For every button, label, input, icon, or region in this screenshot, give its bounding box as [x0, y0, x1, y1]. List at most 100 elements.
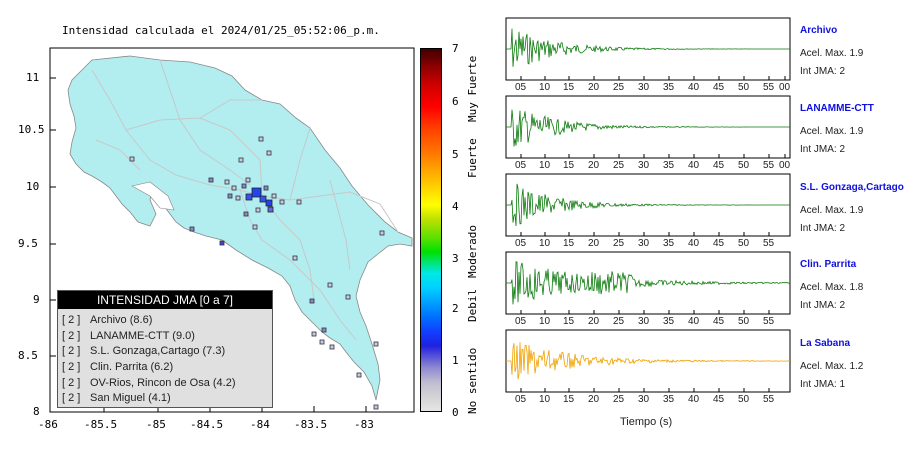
- waveform-tick-label: 35: [663, 82, 675, 93]
- legend-item: [ 2 ] LANAMME-CTT (9.0): [62, 329, 195, 342]
- x-tick: -83: [354, 418, 374, 431]
- station-int: Int JMA: 2: [800, 223, 846, 234]
- map-ticks: [49, 77, 367, 413]
- waveform-tick-label: 40: [688, 316, 700, 327]
- waveform-tick-label: 50: [738, 238, 750, 249]
- waveform-tick-label: 35: [663, 394, 675, 405]
- waveform-trace: [506, 261, 790, 305]
- y-tick: 9.5: [18, 237, 38, 250]
- high-intensity-markers: [245, 187, 274, 213]
- waveform-tick-label: 05: [515, 82, 527, 93]
- waveform-trace: [506, 109, 790, 147]
- station-name: S.L. Gonzaga,Cartago: [800, 182, 904, 193]
- colorbar-number: 7: [452, 42, 459, 55]
- legend-item: [ 2 ] Archivo (8.6): [62, 314, 153, 326]
- legend-item: [ 2 ] San Miguel (4.1): [62, 392, 171, 405]
- waveform-tick-label: 15: [563, 394, 575, 405]
- waveform-tick-label: 25: [613, 394, 625, 405]
- colorbar-number: 2: [452, 302, 459, 315]
- time-axis-label: Tiempo (s): [620, 416, 673, 428]
- waveform-tick-label: 45: [713, 160, 725, 171]
- waveform-tick-label: 15: [563, 238, 575, 249]
- colorbar-number: 6: [452, 95, 459, 108]
- station-acel: Acel. Max. 1.9: [800, 205, 864, 216]
- legend-item: [ 2 ] S.L. Gonzaga,Cartago (7.3): [62, 345, 226, 358]
- waveform-tick-label: 10: [539, 238, 551, 249]
- waveform-tick-label: 00: [779, 82, 791, 93]
- waveform-tick-label: 05: [515, 394, 527, 405]
- y-tick: 10.5: [18, 123, 45, 136]
- waveform-tick-label: 50: [738, 316, 750, 327]
- waveform-tick-label: 25: [613, 82, 625, 93]
- waveform-trace: [506, 342, 791, 380]
- legend-item: [ 2 ] Clin. Parrita (6.2): [62, 361, 174, 374]
- waveform-tick-label: 10: [539, 82, 551, 93]
- waveform-trace: [506, 28, 790, 67]
- colorbar-number: 5: [452, 148, 459, 161]
- legend-item: [ 2 ] OV-Rios, Rincon de Osa (4.2): [62, 376, 236, 389]
- waveform-tick-label: 45: [713, 238, 725, 249]
- waveform-tick-label: 10: [539, 316, 551, 327]
- x-tick: -86: [38, 418, 58, 431]
- waveform-tick-label: 40: [688, 238, 700, 249]
- x-tick: -84: [250, 418, 270, 431]
- waveform-tick-label: 45: [713, 394, 725, 405]
- intensity-legend: INTENSIDAD JMA [0 a 7] [ 2 ] Archivo (8.6…: [57, 290, 273, 408]
- map-title: Intensidad calculada el 2024/01/25_05:52…: [62, 24, 380, 37]
- waveform-tick-label: 10: [539, 394, 551, 405]
- station-name: La Sabana: [800, 338, 851, 349]
- waveform-tick-label: 05: [515, 316, 527, 327]
- station-int: Int JMA: 1: [800, 379, 846, 390]
- station-markers: [129, 136, 385, 410]
- costa-rica-landmass: [67, 55, 413, 401]
- colorbar-number: 0: [452, 406, 459, 419]
- station-name: LANAMME-CTT: [800, 103, 874, 114]
- y-tick: 8: [33, 405, 40, 418]
- waveform-tick-label: 35: [663, 160, 675, 171]
- waveform-tick-label: 55: [763, 238, 775, 249]
- x-tick: -83.5: [294, 418, 328, 431]
- waveform-tick-label: 20: [588, 160, 600, 171]
- station-name: Archivo: [800, 25, 838, 36]
- waveform-tick-label: 20: [588, 238, 600, 249]
- waveform-tick-label: 55: [763, 82, 775, 93]
- waveform-tick-label: 30: [638, 238, 650, 249]
- waveform-tick-label: 50: [738, 394, 750, 405]
- waveform-tick-label: 20: [588, 394, 600, 405]
- waveform-tick-label: 55: [763, 160, 775, 171]
- waveform-tick-label: 25: [613, 160, 625, 171]
- waveform-tick-label: 45: [713, 316, 725, 327]
- waveform-tick-label: 35: [663, 238, 675, 249]
- x-tick: -85: [146, 418, 166, 431]
- y-tick: 10: [26, 180, 40, 193]
- station-int: Int JMA: 2: [800, 66, 846, 77]
- waveform-tick-label: 15: [563, 160, 575, 171]
- waveform-tick-label: 00: [779, 160, 791, 171]
- station-acel: Acel. Max. 1.2: [800, 361, 864, 372]
- waveform-tick-label: 30: [638, 160, 650, 171]
- waveform-tick-label: 15: [563, 316, 575, 327]
- intensity-colorbar: [420, 48, 442, 412]
- colorbar-number: 4: [452, 200, 459, 213]
- waveform-tick-label: 20: [588, 82, 600, 93]
- waveform-tick-label: 25: [613, 238, 625, 249]
- waveform-tick-label: 35: [663, 316, 675, 327]
- waveform-tick-label: 25: [613, 316, 625, 327]
- station-int: Int JMA: 2: [800, 144, 846, 155]
- waveform-trace: [506, 183, 790, 227]
- station-acel: Acel. Max. 1.9: [800, 126, 864, 137]
- station-int: Int JMA: 2: [800, 300, 846, 311]
- station-acel: Acel. Max. 1.8: [800, 282, 864, 293]
- station-name: Clin. Parrita: [800, 259, 857, 270]
- x-tick: -85.5: [84, 418, 118, 431]
- waveform-tick-label: 30: [638, 316, 650, 327]
- waveform-tick-label: 10: [539, 160, 551, 171]
- x-tick: -84.5: [190, 418, 224, 431]
- roads: [91, 59, 399, 341]
- waveform-tick-label: 45: [713, 82, 725, 93]
- station-acel: Acel. Max. 1.9: [800, 48, 864, 59]
- y-tick: 8.5: [18, 349, 38, 362]
- waveform-tick-label: 40: [688, 82, 700, 93]
- waveform-tick-label: 05: [515, 238, 527, 249]
